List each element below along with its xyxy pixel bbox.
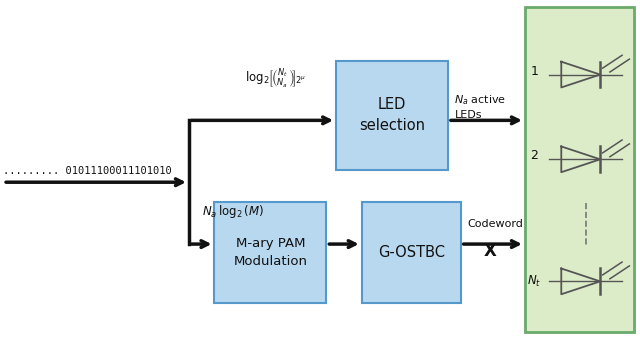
Text: Codeword: Codeword (467, 219, 523, 229)
Text: $N_a$ active
LEDs: $N_a$ active LEDs (454, 93, 507, 120)
Text: M-ary PAM
Modulation: M-ary PAM Modulation (234, 237, 307, 268)
Text: $\mathbf{X}$: $\mathbf{X}$ (483, 242, 498, 260)
FancyBboxPatch shape (336, 61, 448, 170)
Text: LED
selection: LED selection (359, 97, 425, 133)
Text: $\log_2\!\left[\!\binom{N_t}{N_a}\!\right]_{\!2^\mu}$: $\log_2\!\left[\!\binom{N_t}{N_a}\!\righ… (244, 66, 306, 90)
Text: $N_a\,\log_2(M)$: $N_a\,\log_2(M)$ (202, 203, 264, 220)
Text: 2: 2 (531, 149, 538, 162)
Text: 1: 1 (531, 65, 538, 78)
Text: ......... 01011100011101010: ......... 01011100011101010 (3, 166, 172, 176)
FancyBboxPatch shape (525, 7, 634, 332)
FancyBboxPatch shape (214, 202, 326, 303)
Text: G-OSTBC: G-OSTBC (378, 245, 445, 260)
FancyBboxPatch shape (362, 202, 461, 303)
Text: $N_t$: $N_t$ (527, 274, 541, 289)
